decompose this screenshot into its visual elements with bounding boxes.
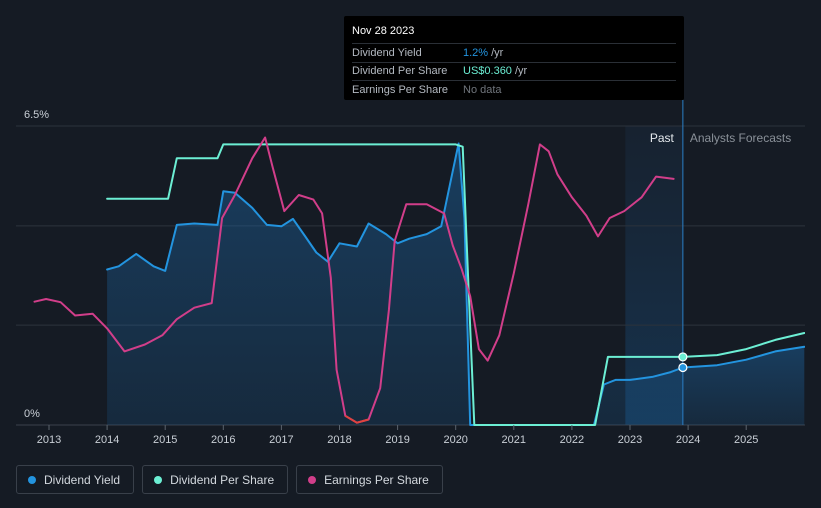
legend-dividend-per-share[interactable]: Dividend Per Share (142, 465, 289, 494)
x-tick-label: 2022 (560, 434, 584, 446)
y-axis-bottom-label: 0% (24, 408, 40, 420)
tooltip-unit: /yr (514, 65, 528, 78)
tooltip-value-wrap: US$0.360/yr (463, 65, 527, 77)
legend-label: Earnings Per Share (324, 472, 429, 487)
legend-dot-icon (308, 475, 317, 484)
tooltip-value-wrap: No data (463, 84, 505, 96)
x-tick-label: 2023 (618, 434, 642, 446)
x-tick-label: 2014 (95, 434, 119, 446)
tooltip-row-earnings-per-share: Earnings Per Share No data (352, 80, 676, 99)
current-marker (678, 362, 688, 373)
tooltip-label: Earnings Per Share (352, 83, 448, 96)
x-tick-label: 2019 (385, 434, 409, 446)
x-tick-label: 2018 (327, 434, 351, 446)
series-layer (33, 136, 805, 426)
series-area (107, 143, 683, 426)
tooltip-date: Nov 28 2023 (352, 25, 415, 37)
x-tick-label: 2025 (734, 434, 758, 446)
past-label: Past (650, 131, 675, 145)
forecast-label: Analysts Forecasts (690, 131, 791, 145)
marker-layer (678, 352, 688, 373)
tooltip-label: Dividend Per Share (352, 65, 448, 78)
x-tick-label: 2013 (37, 434, 61, 446)
legend-earnings-per-share[interactable]: Earnings Per Share (296, 465, 443, 494)
series-line-negative (344, 414, 369, 424)
tooltip-row-dividend-yield: Dividend Yield 1.2%/yr (352, 43, 676, 62)
y-axis-top-label: 6.5% (24, 109, 49, 121)
legend: Dividend Yield Dividend Per Share Earnin… (16, 465, 443, 494)
tooltip-unit: /yr (491, 46, 504, 59)
tooltip-value: No data (463, 83, 502, 96)
x-tick-label: 2021 (502, 434, 526, 446)
legend-dot-icon (28, 475, 36, 484)
x-tick-label: 2016 (211, 434, 235, 446)
x-axis: 2013 2014 2015 2016 2017 2018 2019 2020 2021 2022… (37, 425, 758, 446)
series-area (682, 346, 805, 425)
legend-dot-icon (154, 475, 163, 484)
x-tick-label: 2024 (676, 434, 700, 446)
tooltip-row-dividend-per-share: Dividend Per Share US$0.360/yr (352, 61, 676, 81)
legend-label: Dividend Yield (44, 472, 121, 487)
tooltip-value: US$0.360 (463, 65, 512, 78)
tooltip-value: 1.2% (463, 46, 489, 59)
series-line (681, 345, 805, 369)
x-tick-label: 2020 (443, 434, 467, 446)
series-line (681, 332, 805, 358)
series-line (106, 143, 684, 426)
x-tick-label: 2015 (153, 434, 177, 446)
legend-label: Dividend Per Share (170, 472, 275, 487)
legend-dividend-yield[interactable]: Dividend Yield (16, 465, 135, 494)
current-marker (678, 352, 688, 362)
series-line (33, 136, 675, 424)
x-tick-label: 2017 (269, 434, 293, 446)
tooltip: Nov 28 2023 Dividend Yield 1.2%/yr Divid… (344, 16, 684, 100)
tooltip-label: Dividend Yield (352, 46, 422, 59)
tooltip-value-wrap: 1.2%/yr (463, 47, 503, 59)
